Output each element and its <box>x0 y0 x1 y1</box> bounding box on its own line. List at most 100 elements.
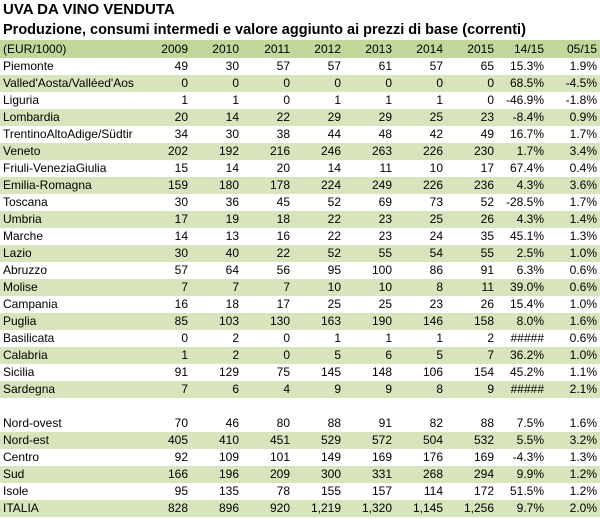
cell: 52 <box>293 245 344 262</box>
cell: 216 <box>242 143 293 160</box>
cell: 8 <box>395 381 446 398</box>
cell: 0 <box>242 347 293 364</box>
cell: 18 <box>242 211 293 228</box>
cell: 22 <box>293 211 344 228</box>
cell: ##### <box>497 381 547 398</box>
cell: 268 <box>395 466 446 483</box>
cell: 159 <box>140 177 191 194</box>
cell: 172 <box>473 484 494 498</box>
total-row: Nord-est 405 410 451 529 572 504 532 5.5% 3.2% <box>0 432 600 449</box>
cell: 30 <box>225 59 239 73</box>
cell: 26 <box>480 297 494 311</box>
cell: 1.0% <box>547 245 600 262</box>
cell: 572 <box>344 432 395 449</box>
cell: 65 <box>480 59 494 73</box>
row: Friuli-VeneziaGiulia 15 14 20 14 11 10 17 67.4% 0… <box>0 160 600 177</box>
cell: 5 <box>293 347 344 364</box>
row-label: Emilia-Romagna <box>0 177 140 194</box>
cell: 1.3% <box>569 229 597 243</box>
row: Sardegna 7 6 4 9 9 8 9 ##### 2.1% <box>0 381 600 398</box>
cell: 1,145 <box>395 500 446 517</box>
cell: 920 <box>242 500 293 517</box>
cell: 0 <box>191 75 242 92</box>
cell: 190 <box>344 313 395 330</box>
cell: 146 <box>395 313 446 330</box>
cell: 3.4% <box>547 143 600 160</box>
cell: 145 <box>320 365 341 379</box>
cell: 169 <box>473 450 494 464</box>
cell: 30 <box>225 127 239 141</box>
row-label: TrentinoAltoAdige/Südtir <box>3 127 133 141</box>
cell: 15 <box>174 161 188 175</box>
cell: 10 <box>429 161 443 175</box>
cell: -4.3% <box>512 450 544 464</box>
cell: 0 <box>487 93 494 107</box>
cell: 82 <box>429 416 443 430</box>
cell: 7 <box>242 279 293 296</box>
cell: 405 <box>140 432 191 449</box>
cell: 2012 <box>293 40 344 58</box>
row: Veneto 202 192 216 246 263 226 230 1.7% 3.4% <box>0 143 600 160</box>
header-row: (EUR/1000) 2009 2010 2011 2012 2013 2014 2015 14… <box>0 40 600 58</box>
cell: 14/15 <box>497 40 547 58</box>
cell: 30 <box>174 195 188 209</box>
cell: 3.2% <box>547 432 600 449</box>
row-label: Lazio <box>0 245 140 262</box>
cell: 1.9% <box>569 59 597 73</box>
cell: 15.4% <box>509 297 544 311</box>
cell: 68.5% <box>497 75 547 92</box>
cell: 180 <box>191 177 242 194</box>
row-label: Campania <box>3 297 58 311</box>
row: Lombardia 20 14 22 29 29 25 23 -8.4% 0.9% <box>0 109 600 126</box>
cell: 2010 <box>191 40 242 58</box>
cell: 130 <box>242 313 293 330</box>
cell: 230 <box>446 143 497 160</box>
cell: 45.1% <box>509 229 544 243</box>
cell: 178 <box>242 177 293 194</box>
cell: 23 <box>446 109 497 126</box>
cell: 13 <box>225 229 239 243</box>
row: Umbria 17 19 18 22 23 25 26 4.3% 1.4% <box>0 211 600 228</box>
cell: 64 <box>225 263 239 277</box>
row: Basilicata 0 2 0 1 1 1 2 ##### 0.6% <box>0 330 600 347</box>
row-label: Abruzzo <box>3 263 48 277</box>
cell: 5 <box>395 347 446 364</box>
cell: 26 <box>446 211 497 228</box>
total-row: Sud 166 196 209 300 331 268 294 9.9% 1.2% <box>0 466 600 483</box>
row-label: Sud <box>0 466 140 483</box>
row-label: ITALIA <box>0 500 140 517</box>
cell: 410 <box>191 432 242 449</box>
cell: 57 <box>276 59 290 73</box>
cell: 16 <box>276 229 290 243</box>
cell: 85 <box>140 313 191 330</box>
cell: 2 <box>232 331 239 345</box>
cell: 106 <box>422 365 443 379</box>
cell: 1.3% <box>569 450 597 464</box>
cell: 1.0% <box>547 347 600 364</box>
cell: 0 <box>283 93 290 107</box>
row: Puglia 85 103 130 163 190 146 158 8.0% 1.6% <box>0 313 600 330</box>
cell: 49 <box>480 127 494 141</box>
cell: 7 <box>446 347 497 364</box>
cell: 101 <box>269 450 290 464</box>
cell: 109 <box>218 450 239 464</box>
row-label: Piemonte <box>3 59 54 73</box>
cell: 20 <box>140 109 191 126</box>
row-label: Liguria <box>3 93 40 107</box>
cell: 529 <box>293 432 344 449</box>
cell: 1 <box>385 93 392 107</box>
cell: 10 <box>293 279 344 296</box>
cell: 4 <box>242 381 293 398</box>
cell: 36.2% <box>497 347 547 364</box>
row-label: Toscana <box>3 195 48 209</box>
cell: 0 <box>293 75 344 92</box>
cell: 25 <box>395 211 446 228</box>
cell: 2 <box>191 347 242 364</box>
cell: 0 <box>140 75 191 92</box>
cell: 226 <box>395 143 446 160</box>
cell: 22 <box>242 245 293 262</box>
cell: 1.0% <box>569 297 597 311</box>
cell: 1.4% <box>547 211 600 228</box>
cell: 55 <box>446 245 497 262</box>
row: Abruzzo 57 64 56 95 100 86 91 6.3% 0.6% <box>0 262 600 279</box>
